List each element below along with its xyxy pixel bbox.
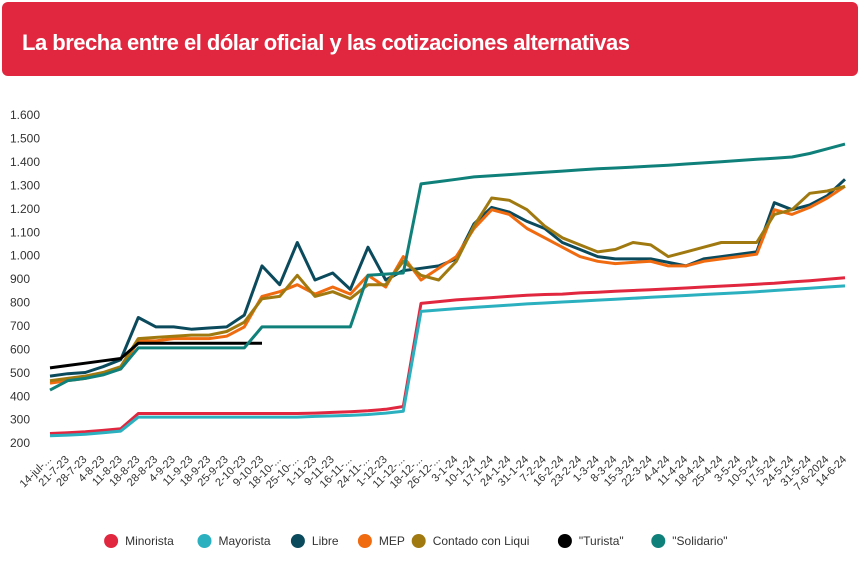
series-line [49,184,846,383]
legend-label: Minorista [125,534,174,548]
legend-label: "Solidario" [672,534,727,548]
y-tick-label: 800 [10,296,30,310]
y-tick-label: 1.300 [10,178,40,192]
y-tick-label: 700 [10,319,30,333]
legend-marker [357,534,372,548]
y-tick-label: 1.600 [10,108,40,122]
legend-label: Contado con Liqui [433,534,530,548]
legend-marker [104,534,119,548]
y-tick-label: 1.400 [10,155,40,169]
legend-marker [290,534,305,548]
series-line [49,142,846,392]
legend-marker [411,534,426,548]
legend-marker [197,534,212,548]
legend-label: Mayorista [219,534,271,548]
y-tick-label: 1.000 [10,249,40,263]
y-tick-label: 200 [10,436,30,450]
series-line [49,276,846,435]
legend-label: Libre [312,534,339,548]
y-tick-label: 1.100 [10,225,40,239]
y-tick-label: 600 [10,342,30,356]
y-tick-label: 300 [10,413,30,427]
y-tick-label: 400 [10,389,30,403]
y-tick-label: 1.500 [10,132,40,146]
legend-marker [651,534,666,548]
header [2,2,858,76]
y-tick-label: 900 [10,272,30,286]
series-line [49,341,262,370]
legend-label: "Turista" [579,534,624,548]
y-tick-label: 500 [10,366,30,380]
legend-label: MEP [379,534,405,548]
series-line [49,284,846,438]
y-tick-label: 1.200 [10,202,40,216]
legend-marker [557,534,572,548]
series-line [49,185,846,385]
chart-title: La brecha entre el dólar oficial y las c… [22,30,630,55]
